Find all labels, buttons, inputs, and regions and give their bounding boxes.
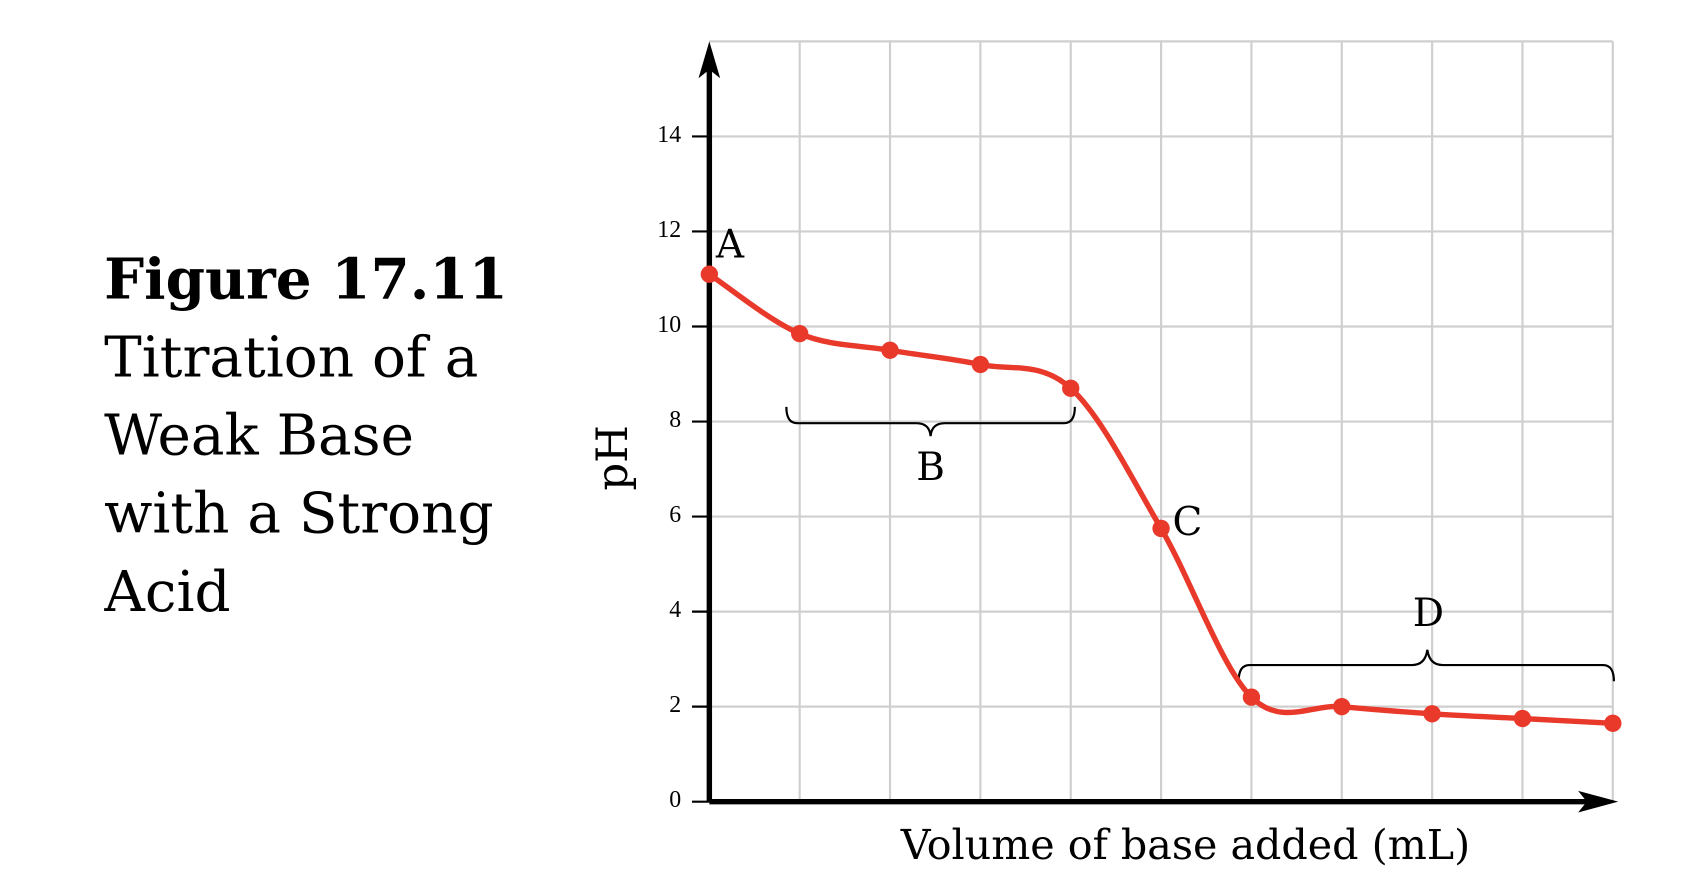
figure-title: Figure 17.11 bbox=[104, 246, 508, 313]
brace-d bbox=[1237, 649, 1615, 682]
brace-b bbox=[785, 406, 1076, 437]
annotation: D bbox=[1413, 591, 1444, 636]
y-tick-label: 14 bbox=[657, 122, 681, 148]
data-point bbox=[791, 324, 809, 343]
y-tick-label: 2 bbox=[669, 692, 681, 718]
data-point bbox=[1152, 519, 1170, 538]
data-point bbox=[1513, 709, 1532, 728]
figure-subtitle: Titration of a Weak Base with a Strong A… bbox=[104, 325, 494, 625]
y-tick-label: 6 bbox=[669, 502, 681, 528]
annotation: B bbox=[916, 445, 945, 490]
caption: Figure 17.11 Titration of a Weak Base wi… bbox=[104, 241, 538, 631]
y-axis-arrow bbox=[698, 41, 721, 79]
y-tick-label: 4 bbox=[669, 597, 681, 623]
data-point bbox=[971, 355, 990, 374]
annotation: C bbox=[1172, 500, 1202, 545]
data-point bbox=[700, 265, 719, 283]
caption-box: Figure 17.11 Titration of a Weak Base wi… bbox=[104, 241, 538, 631]
y-tick-label: 8 bbox=[669, 407, 681, 433]
data-point bbox=[1242, 688, 1261, 706]
x-axis-arrow bbox=[1578, 790, 1619, 813]
data-point bbox=[1333, 697, 1351, 716]
data-point bbox=[1062, 379, 1080, 397]
annotation: A bbox=[715, 222, 745, 267]
y-axis-label: pH bbox=[588, 425, 638, 491]
data-point bbox=[881, 341, 899, 359]
y-tick-label: 10 bbox=[657, 312, 681, 338]
grid bbox=[709, 40, 1614, 802]
x-axis-label: Volume of base added (mL) bbox=[900, 821, 1471, 868]
data-point bbox=[1604, 714, 1622, 732]
y-tick-label: 0 bbox=[669, 787, 681, 813]
y-tick-label: 12 bbox=[657, 217, 681, 243]
data-point bbox=[1423, 705, 1441, 723]
